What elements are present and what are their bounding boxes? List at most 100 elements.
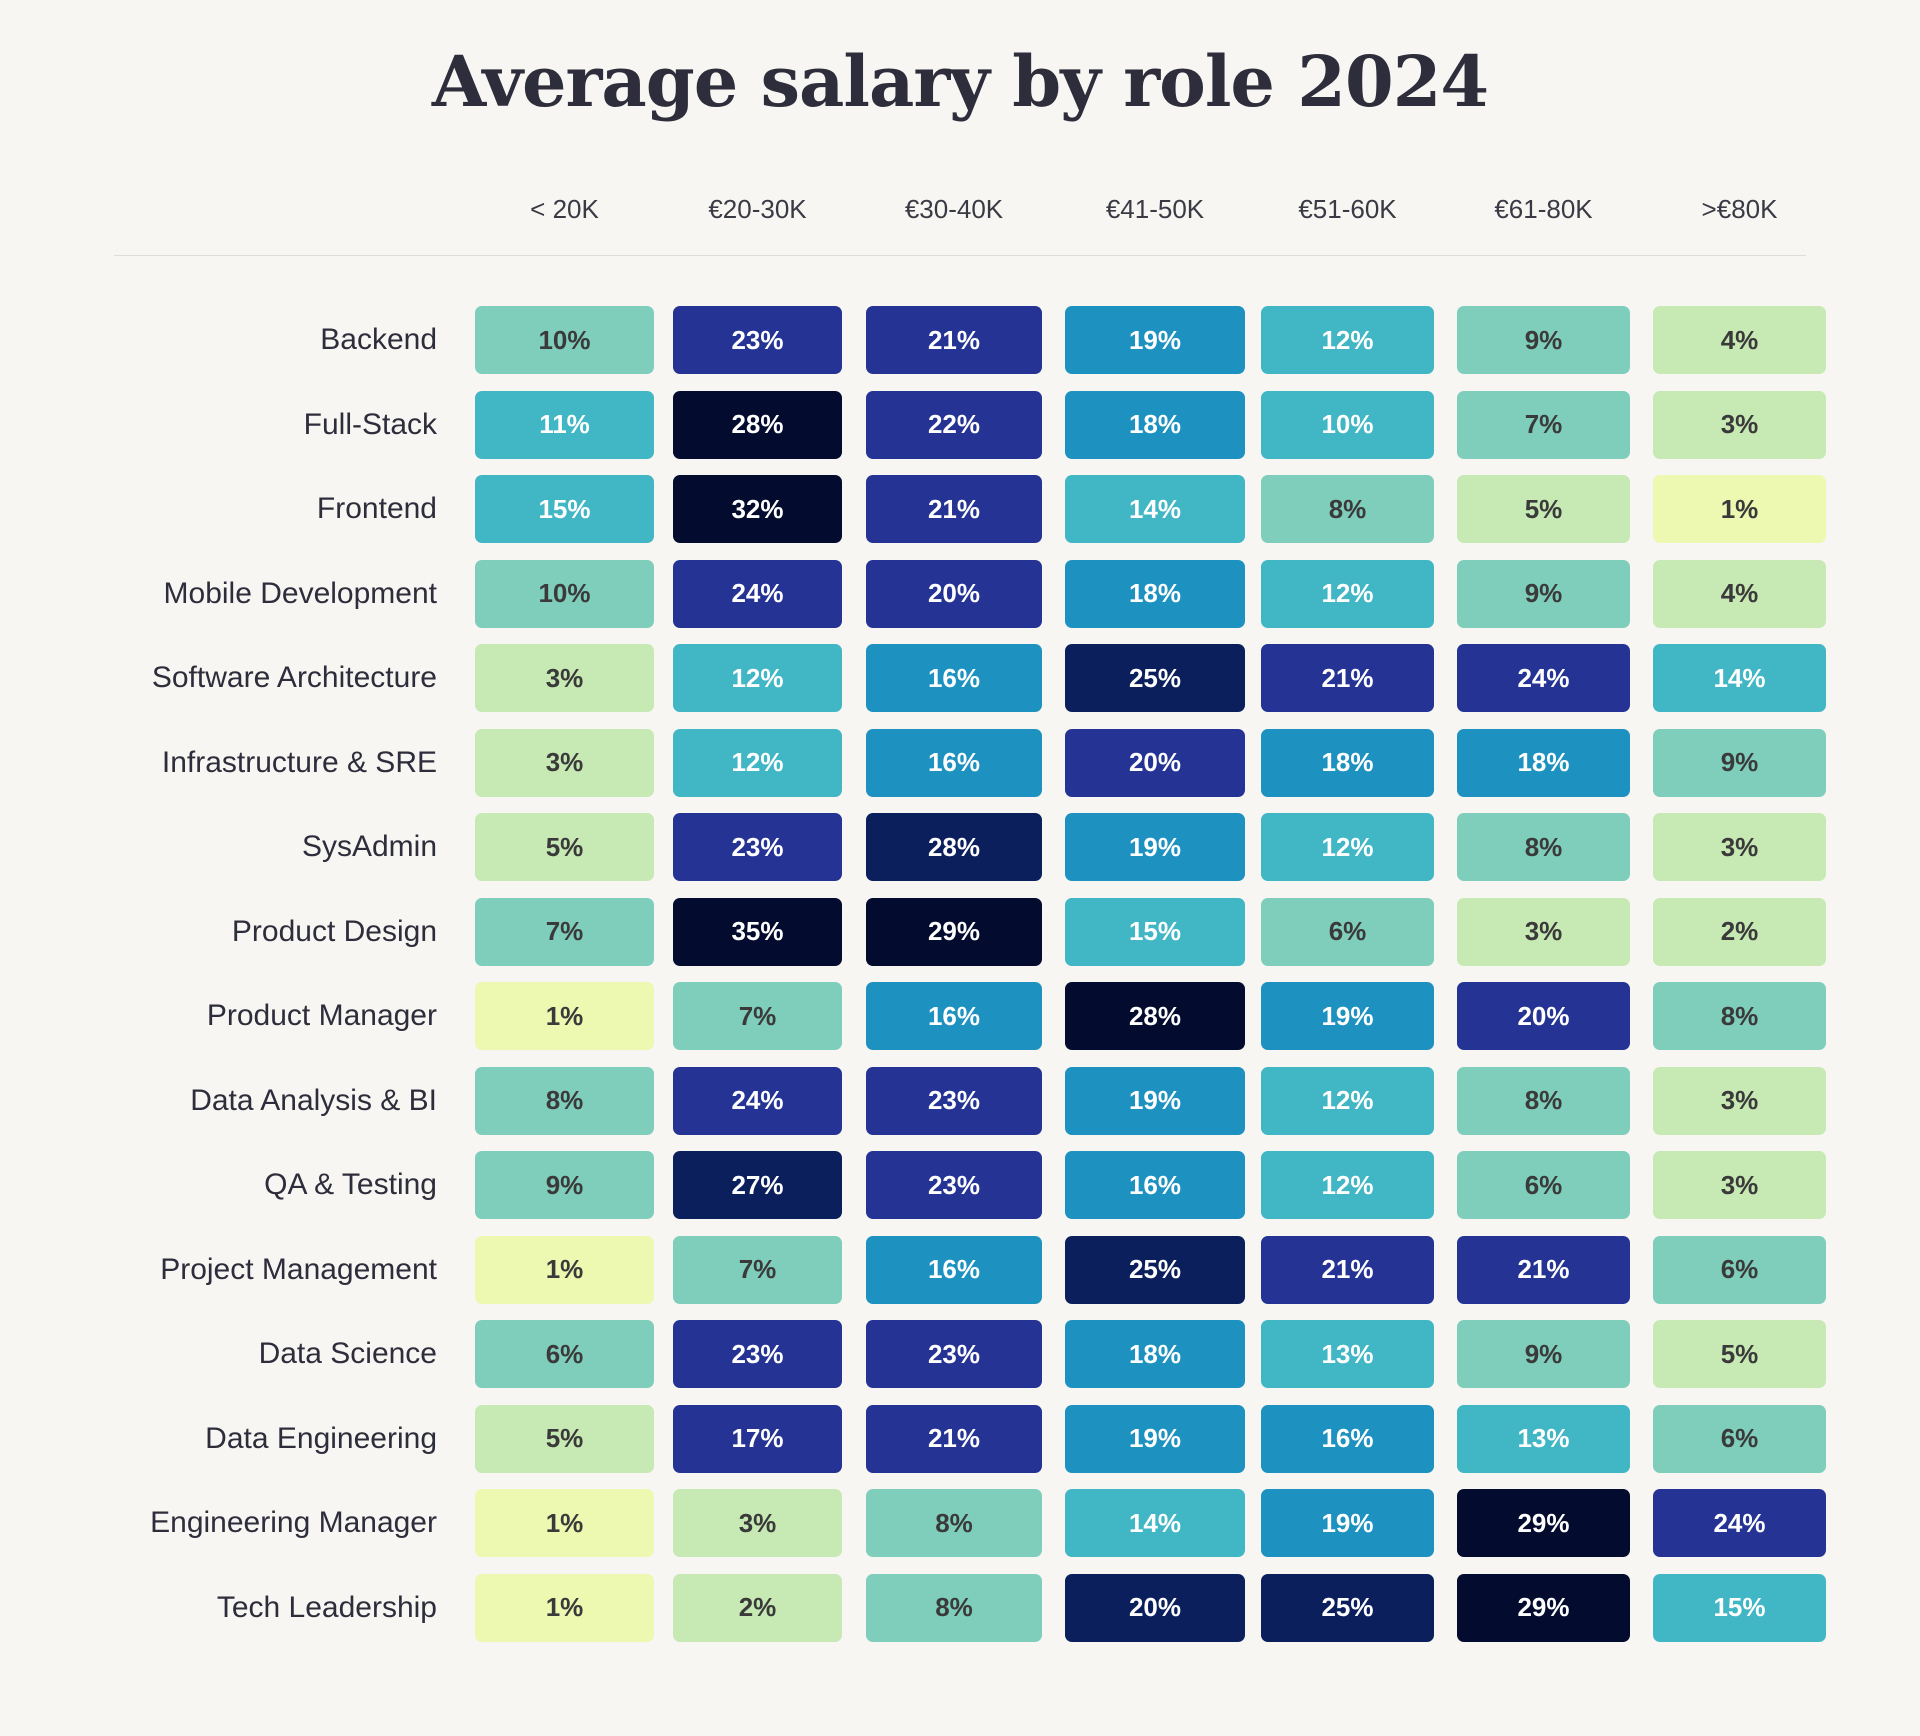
heatmap-cell: 15% [1065,897,1245,966]
cell-value-label: 12% [731,662,784,693]
row-label: Software Architecture [151,661,437,694]
cell-value-label: 10% [1321,409,1374,439]
heatmap-cell: 12% [1261,559,1434,628]
column-header: €20-30K [708,194,807,224]
heatmap-cell: 12% [1261,813,1434,881]
heatmap-cell: 25% [1065,1235,1245,1304]
cell-value-label: 9% [545,1169,584,1200]
cell-value-label: 4% [1720,578,1759,608]
cell-value-label: 6% [1720,1254,1759,1284]
row-label: Product Manager [206,999,437,1032]
heatmap-cell: 8% [1261,475,1434,543]
cell-value-label: 21% [1321,662,1374,693]
heatmap-cell: 12% [673,728,842,797]
cell-value-label: 7% [1524,409,1563,439]
heatmap-cell: 3% [1457,897,1630,966]
heatmap-cell: 28% [1065,982,1245,1050]
cell-value-label: 23% [731,831,784,862]
heatmap-cell: 1% [475,1573,654,1642]
cell-value-label: 9% [1524,578,1563,608]
cell-value-label: 4% [1720,324,1759,355]
heatmap-cell: 14% [1653,644,1826,712]
cell-value-label: 10% [538,578,591,608]
row-label: Product Design [231,914,437,948]
cell-value-label: 7% [738,1254,777,1284]
heatmap-cell: 15% [1653,1573,1826,1642]
cell-value-label: 9% [1720,747,1759,777]
heatmap-cell: 5% [1457,475,1630,543]
heatmap-cell: 16% [866,644,1042,712]
cell-value-label: 25% [1128,1254,1182,1284]
cell-value-label: 19% [1128,324,1182,355]
cell-value-label: 27% [731,1169,784,1200]
cell-value-label: 19% [1128,1423,1182,1453]
cell-value-label: 12% [1321,324,1374,355]
heatmap-cell: 23% [866,1151,1042,1219]
cell-value-label: 9% [1524,324,1563,355]
cell-value-label: 22% [927,409,981,439]
heatmap-cell: 9% [1457,306,1630,374]
heatmap-cell: 5% [1653,1320,1826,1388]
cell-value-label: 23% [731,1338,784,1369]
cell-value-label: 20% [927,578,981,608]
heatmap-cell: 19% [1261,982,1434,1050]
cell-value-label: 21% [927,324,981,355]
heatmap-cell: 23% [866,1320,1042,1388]
cell-value-label: 35% [731,916,784,946]
heatmap-cell: 24% [1457,644,1630,712]
heatmap-cell: 21% [1457,1235,1630,1304]
heatmap-cell: 6% [1261,897,1434,966]
cell-value-label: 23% [927,1338,981,1369]
cell-value-label: 18% [1321,747,1374,777]
heatmap-cell: 18% [1065,1320,1245,1388]
cell-value-label: 19% [1321,1000,1374,1031]
heatmap-cell: 3% [673,1489,842,1557]
cell-value-label: 8% [1524,831,1563,862]
heatmap-cell: 2% [673,1573,842,1642]
heatmap-cell: 21% [1261,1235,1434,1304]
heatmap-cell: 1% [475,1235,654,1304]
cell-value-label: 8% [1328,493,1367,524]
cell-value-label: 21% [927,1423,981,1453]
row-label: Backend [320,323,437,356]
cell-value-label: 18% [1128,1338,1182,1369]
heatmap-cell: 14% [1065,1489,1245,1557]
heatmap-cell: 3% [1653,1151,1826,1219]
heatmap-cell: 8% [1457,813,1630,881]
cell-value-label: 12% [1321,1169,1374,1200]
heatmap-cell: 22% [866,390,1042,459]
header-divider [114,255,1806,256]
cell-value-label: 5% [1524,493,1563,524]
cell-value-label: 24% [731,1085,784,1115]
cell-value-label: 18% [1128,578,1182,608]
heatmap-cell: 16% [1261,1404,1434,1473]
heatmap-cell: 2% [1653,897,1826,966]
cell-value-label: 18% [1517,747,1570,777]
heatmap-cell: 11% [475,390,654,459]
cell-value-label: 13% [1517,1423,1570,1453]
heatmap-cell: 7% [673,1235,842,1304]
cell-value-label: 11% [539,409,590,439]
cell-value-label: 2% [1720,916,1759,946]
cell-value-label: 8% [935,1507,973,1538]
heatmap-cell: 7% [1457,390,1630,459]
column-header: €30-40K [904,194,1004,224]
cell-value-label: 19% [1128,831,1182,862]
cell-value-label: 5% [545,831,584,862]
cell-value-label: 3% [1720,831,1759,862]
heatmap-cell: 15% [475,475,654,543]
cell-value-label: 16% [927,1254,981,1284]
cell-value-label: 24% [1713,1507,1766,1538]
heatmap-cell: 14% [1065,475,1245,543]
cell-value-label: 8% [545,1085,584,1115]
row-label: Data Science [258,1337,437,1370]
heatmap-cell: 24% [673,1066,842,1135]
column-header: €61-80K [1494,194,1593,224]
cell-value-label: 6% [1720,1423,1759,1453]
heatmap-cell: 3% [475,644,654,712]
cell-value-label: 8% [1524,1085,1563,1115]
heatmap-cell: 3% [1653,813,1826,881]
heatmap-cell: 12% [1261,1151,1434,1219]
cell-value-label: 7% [545,916,584,946]
heatmap-cell: 27% [673,1151,842,1219]
